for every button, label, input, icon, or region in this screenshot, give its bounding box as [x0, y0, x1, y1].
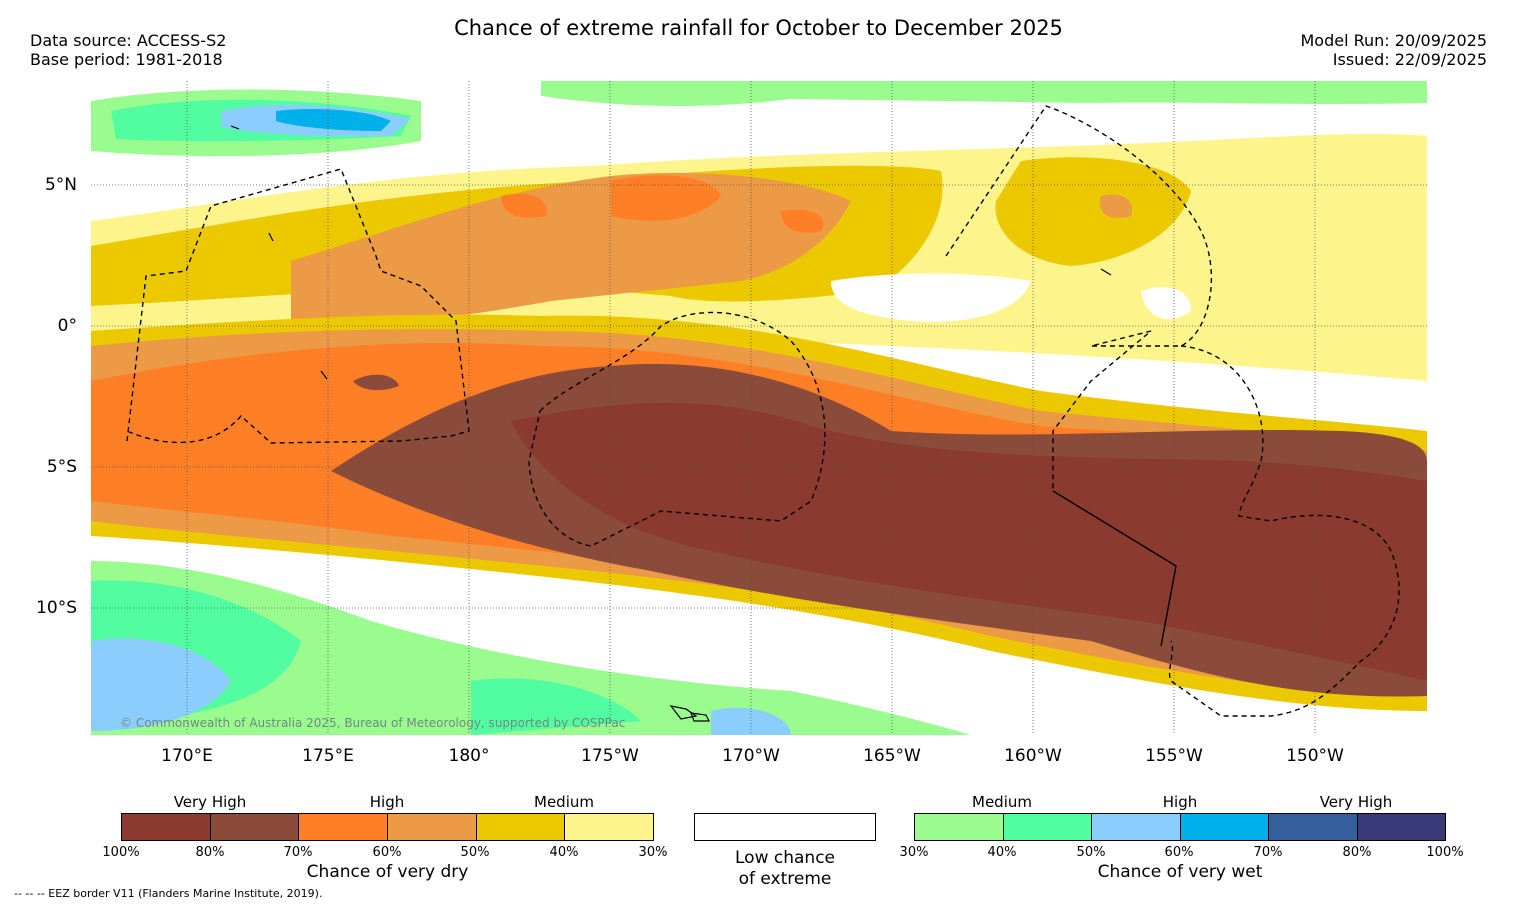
lat-label-0: 0°: [57, 316, 77, 336]
lon-label-160w: 160°W: [1004, 746, 1062, 766]
wet-tick: 40%: [987, 845, 1017, 860]
lat-label-10s: 10°S: [36, 598, 77, 618]
issued-date: Issued: 22/09/2025: [1332, 50, 1487, 69]
map-title: Chance of extreme rainfall for October t…: [454, 16, 1063, 40]
dry-legend-title: Chance of very dry: [306, 862, 469, 882]
wet-tick: 60%: [1164, 845, 1194, 860]
dry-tick: 100%: [102, 845, 140, 860]
graticule: [91, 81, 1427, 735]
low-chance-swatch: [694, 813, 876, 841]
lon-label-155w: 155°W: [1145, 746, 1203, 766]
wet-swatch-2: [1003, 814, 1092, 840]
model-run: Model Run: 20/09/2025: [1300, 31, 1488, 50]
dry-swatch-5: [476, 814, 566, 840]
dry-swatch-1: [122, 814, 211, 840]
wet-cat-high: High: [1162, 793, 1198, 811]
dry-tick: 80%: [195, 845, 225, 860]
lon-label-165w: 165°W: [863, 746, 921, 766]
boundary-line: [1052, 490, 1177, 647]
map-canvas: [91, 81, 1427, 735]
dry-swatch-6: [565, 814, 654, 840]
wet-cat-medium: Medium: [972, 793, 1032, 811]
wet-tick: 100%: [1426, 845, 1464, 860]
dry-cat-very-high: Very High: [173, 793, 247, 811]
wet-tick: 30%: [899, 845, 929, 860]
dry-tick: 40%: [549, 845, 579, 860]
lat-label-5n: 5°N: [44, 175, 77, 195]
lon-label-170w: 170°W: [722, 746, 780, 766]
wet-legend-title: Chance of very wet: [1097, 862, 1263, 882]
wet-swatch-5: [1269, 814, 1358, 840]
low-chance-label: Low chance of extreme: [694, 848, 876, 890]
wet-band-south: [91, 561, 971, 735]
wet-tick: 70%: [1253, 845, 1283, 860]
copyright-text: © Commonwealth of Australia 2025, Bureau…: [120, 716, 626, 730]
dry-tick: 30%: [638, 845, 668, 860]
wet-swatch-4: [1180, 814, 1269, 840]
meta-right: Model Run: 20/09/2025 Issued: 22/09/2025: [1301, 31, 1488, 69]
low-chance-line2: of extreme: [738, 869, 832, 889]
lon-label-175e: 175°E: [302, 746, 354, 766]
lon-label-170e: 170°E: [161, 746, 213, 766]
wet-cat-very-high: Very High: [1319, 793, 1393, 811]
low-chance-line1: Low chance: [735, 848, 835, 868]
islands: [230, 125, 1112, 722]
lat-label-5s: 5°S: [46, 457, 77, 477]
dry-colorbar: [121, 813, 654, 841]
dry-cat-high: High: [369, 793, 405, 811]
wet-tick: 50%: [1076, 845, 1106, 860]
meta-left: Data source: ACCESS-S2 Base period: 1981…: [30, 31, 226, 69]
dry-swatch-2: [210, 814, 300, 840]
base-period: Base period: 1981-2018: [30, 50, 223, 69]
dry-cat-medium: Medium: [534, 793, 594, 811]
wet-swatch-1: [915, 814, 1004, 840]
wet-tick: 80%: [1342, 845, 1372, 860]
dry-swatch-4: [388, 814, 477, 840]
lon-label-175w: 175°W: [581, 746, 639, 766]
eez-footnote: -- -- -- EEZ border V11 (Flanders Marine…: [14, 887, 323, 900]
lon-label-180: 180°: [448, 746, 490, 766]
data-source: Data source: ACCESS-S2: [30, 31, 227, 50]
dry-tick: 70%: [283, 845, 313, 860]
dry-tick: 50%: [460, 845, 490, 860]
lon-label-150w: 150°W: [1286, 746, 1344, 766]
wet-colorbar: [914, 813, 1446, 841]
wet-swatch-3: [1092, 814, 1181, 840]
rainfall-map: [91, 81, 1427, 735]
wet-swatch-6: [1357, 814, 1445, 840]
dry-swatch-3: [299, 814, 389, 840]
dry-tick: 60%: [372, 845, 402, 860]
eez-borders: [126, 105, 1400, 717]
